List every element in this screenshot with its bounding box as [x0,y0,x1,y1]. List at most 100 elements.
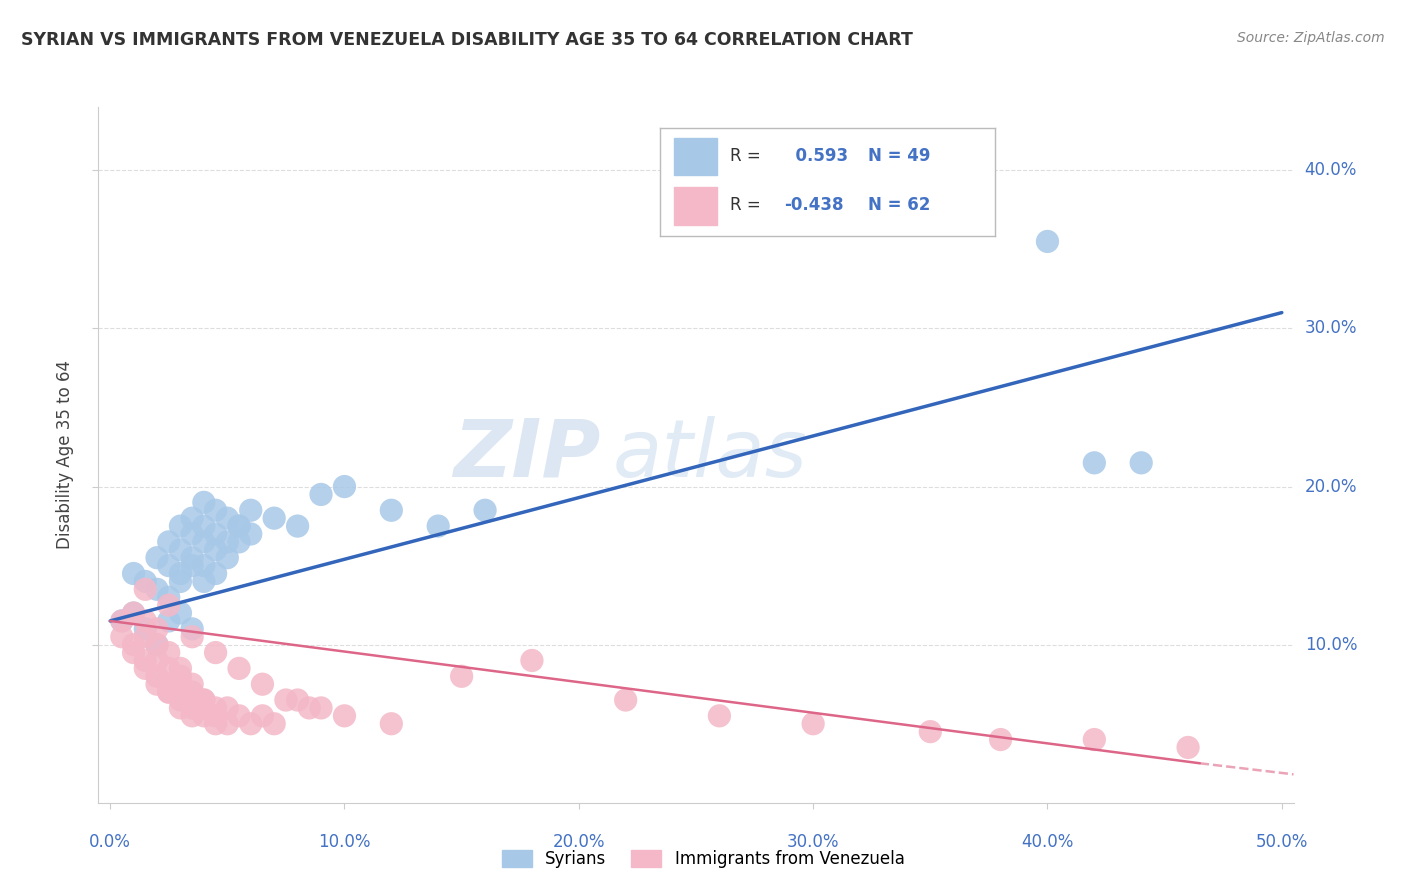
Point [146,622,169,636]
Point [111,614,134,628]
Point [169,519,191,533]
Point [204,503,226,517]
Point [111,614,134,628]
Point [146,669,169,683]
Text: 0.0%: 0.0% [89,833,131,851]
Point [157,558,180,573]
Point [169,606,191,620]
Point [333,479,356,493]
Point [181,558,204,573]
Point [474,503,496,517]
Point [1083,456,1105,470]
Point [217,716,239,731]
Point [228,519,250,533]
Point [193,558,215,573]
Point [146,653,169,667]
Point [263,716,285,731]
Point [204,542,226,557]
Point [157,685,180,699]
Point [990,732,1012,747]
Point [122,646,145,660]
Point [228,708,250,723]
Point [181,622,204,636]
Point [146,638,169,652]
Point [252,708,274,723]
Point [1130,456,1153,470]
Point [157,591,180,605]
Point [181,685,204,699]
Point [157,614,180,628]
Point [181,630,204,644]
Point [157,534,180,549]
Point [228,661,250,675]
Point [204,701,226,715]
Text: 10.0%: 10.0% [1305,636,1357,654]
Point [193,495,215,509]
Point [287,693,309,707]
Point [157,646,180,660]
Point [193,708,215,723]
Text: R =: R = [730,147,761,165]
Text: N = 62: N = 62 [868,196,929,214]
Text: -0.438: -0.438 [785,196,844,214]
Point [181,550,204,565]
Point [193,693,215,707]
Point [263,511,285,525]
Point [157,661,180,675]
Point [134,614,156,628]
Point [309,701,332,715]
Point [146,582,169,597]
Point [204,527,226,541]
Point [169,542,191,557]
Point [157,598,180,612]
Y-axis label: Disability Age 35 to 64: Disability Age 35 to 64 [56,360,75,549]
Point [204,566,226,581]
Point [169,574,191,589]
Point [169,566,191,581]
Text: SYRIAN VS IMMIGRANTS FROM VENEZUELA DISABILITY AGE 35 TO 64 CORRELATION CHART: SYRIAN VS IMMIGRANTS FROM VENEZUELA DISA… [21,31,912,49]
Point [1083,732,1105,747]
Point [427,519,450,533]
Point [122,606,145,620]
Text: 40.0%: 40.0% [1021,833,1074,851]
Point [122,638,145,652]
Point [181,677,204,691]
Point [193,693,215,707]
Point [122,566,145,581]
Point [146,677,169,691]
Text: 50.0%: 50.0% [1256,833,1308,851]
Point [204,646,226,660]
Point [193,534,215,549]
Point [157,685,180,699]
Point [157,677,180,691]
Point [134,574,156,589]
Point [920,724,942,739]
Point [228,519,250,533]
Point [122,606,145,620]
Point [204,708,226,723]
Point [239,527,262,541]
Point [134,582,156,597]
Point [1177,740,1199,755]
Point [520,653,543,667]
Point [801,716,824,731]
Point [1036,235,1059,249]
Point [228,534,250,549]
Point [450,669,472,683]
Point [193,701,215,715]
Point [193,519,215,533]
Text: R =: R = [730,196,761,214]
Text: 30.0%: 30.0% [787,833,839,851]
Point [380,503,402,517]
Point [134,653,156,667]
Point [217,701,239,715]
Point [287,519,309,533]
Text: ZIP: ZIP [453,416,600,494]
Point [217,511,239,525]
Point [298,701,321,715]
Point [239,503,262,517]
Point [146,638,169,652]
Point [169,693,191,707]
Text: 0.593: 0.593 [785,147,848,165]
Legend: Syrians, Immigrants from Venezuela: Syrians, Immigrants from Venezuela [495,843,911,875]
